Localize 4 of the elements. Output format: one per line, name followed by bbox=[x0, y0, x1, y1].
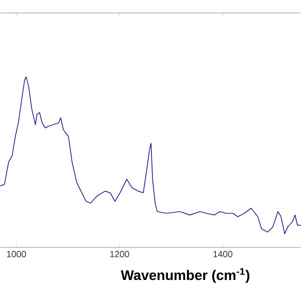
x-tick-label: 1200 bbox=[110, 250, 130, 258]
x-axis-title: Wavenumber (cm$^{-1}$) bbox=[120, 268, 250, 283]
x-tick-label: 1000 bbox=[7, 250, 26, 258]
x-tick-label: 1400 bbox=[213, 250, 232, 258]
